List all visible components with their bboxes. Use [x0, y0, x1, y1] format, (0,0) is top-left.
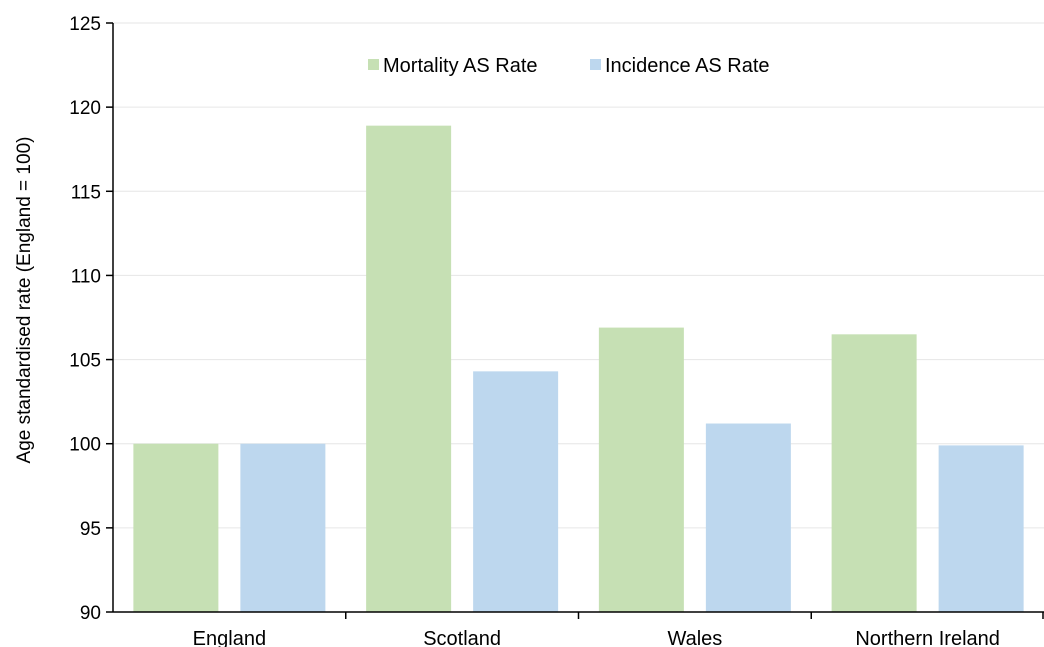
legend-swatch: [368, 59, 379, 70]
y-tick-label: 120: [69, 98, 101, 119]
x-tick-label: Northern Ireland: [855, 628, 1000, 647]
legend-label: Incidence AS Rate: [605, 55, 770, 77]
bar-mortality-northern-ireland: [831, 334, 917, 612]
legend-label: Mortality AS Rate: [383, 55, 538, 77]
y-tick-label: 105: [69, 351, 101, 372]
bar-incidence-england: [240, 443, 326, 612]
y-tick-label: 90: [80, 603, 101, 624]
y-tick-label: 95: [80, 519, 101, 540]
x-tick-label: Scotland: [423, 628, 501, 647]
y-tick-label: 125: [69, 14, 101, 35]
y-axis-title: Age standardised rate (England = 100): [14, 137, 35, 464]
bar-mortality-scotland: [366, 125, 452, 612]
x-ticks: England Scotland Wales Northern Ireland: [193, 612, 1044, 647]
y-tick-label: 100: [69, 435, 101, 456]
bar-incidence-wales: [705, 423, 791, 612]
y-ticks: 90 95 100 105 110 115 120 125: [69, 14, 113, 624]
x-tick-label: Wales: [667, 628, 722, 647]
bars: [133, 125, 1024, 612]
bar-mortality-wales: [598, 327, 684, 612]
y-tick-label: 115: [71, 182, 101, 203]
y-tick-label: 110: [71, 266, 101, 287]
x-tick-label: England: [193, 628, 266, 647]
bar-incidence-scotland: [473, 371, 559, 612]
legend: Mortality AS Rate Incidence AS Rate: [368, 55, 770, 77]
legend-swatch: [590, 59, 601, 70]
bar-mortality-england: [133, 443, 219, 612]
bar-incidence-northern-ireland: [938, 445, 1024, 612]
